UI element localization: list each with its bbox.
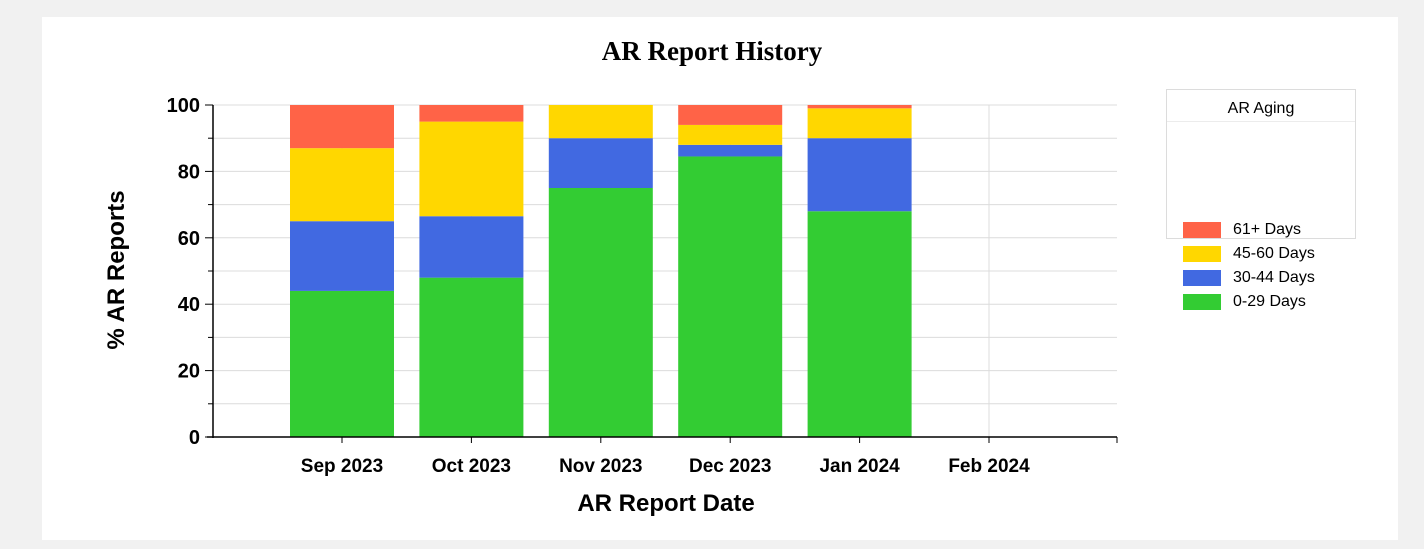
bar-oct-2023-series-3: [419, 105, 524, 122]
y-tick-label: 40: [178, 294, 200, 316]
chart-title: AR Report History: [601, 36, 823, 66]
bar-nov-2023-series-1: [548, 138, 653, 188]
legend-item-0-29: 0-29 Days: [1183, 291, 1306, 313]
bar-dec-2023-series-3: [678, 105, 783, 125]
legend-label-45-60: 45-60 Days: [1233, 245, 1315, 262]
bar-jan-2024-series-0: [807, 211, 912, 437]
bar-sep-2023-series-1: [290, 221, 394, 291]
y-tick-label: 60: [178, 228, 200, 250]
legend-item-61-plus: 61+ Days: [1183, 219, 1301, 241]
x-tick-label: Sep 2023: [301, 456, 383, 477]
bar-sep-2023-series-3: [290, 105, 394, 149]
bar-dec-2023-series-1: [678, 144, 783, 157]
legend-swatch-0-29: [1183, 294, 1221, 310]
y-tick-label: 80: [178, 161, 200, 183]
x-tick-label: Nov 2023: [559, 456, 642, 477]
bar-nov-2023-series-2: [548, 105, 653, 139]
legend-swatch-61-plus: [1183, 222, 1221, 238]
legend-item-45-60: 45-60 Days: [1183, 243, 1315, 265]
y-tick-label: 20: [178, 361, 200, 383]
x-tick-label: Oct 2023: [432, 456, 511, 477]
legend-item-30-44: 30-44 Days: [1183, 267, 1315, 289]
bar-nov-2023-series-0: [548, 188, 653, 437]
bar-oct-2023-series-0: [419, 277, 524, 437]
x-tick-label: Feb 2024: [948, 456, 1030, 477]
legend-label-61-plus: 61+ Days: [1233, 221, 1302, 238]
bar-dec-2023-series-2: [678, 124, 783, 145]
legend-title: AR Aging: [1167, 90, 1355, 122]
legend-swatch-30-44: [1183, 270, 1221, 286]
legend-label-0-29: 0-29 Days: [1233, 293, 1306, 310]
x-tick-label: Dec 2023: [689, 456, 771, 477]
bar-jan-2024-series-2: [807, 108, 912, 139]
y-tick-label: 100: [167, 95, 200, 117]
bar-oct-2023-series-2: [419, 121, 524, 217]
legend-label-30-44: 30-44 Days: [1233, 269, 1315, 286]
bar-jan-2024-series-1: [807, 138, 912, 212]
x-tick-label: Jan 2024: [819, 456, 900, 477]
legend: AR Aging 61+ Days 45-60 Days 30-44 Days …: [1166, 89, 1356, 310]
bar-sep-2023-series-2: [290, 148, 394, 222]
bar-sep-2023-series-0: [290, 290, 394, 437]
bar-jan-2024-series-3: [807, 105, 912, 109]
bar-oct-2023-series-1: [419, 216, 524, 278]
legend-swatch-45-60: [1183, 246, 1221, 262]
x-axis-label: AR Report Date: [577, 490, 755, 517]
bar-dec-2023-series-0: [678, 156, 783, 437]
y-tick-label: 0: [189, 427, 200, 449]
